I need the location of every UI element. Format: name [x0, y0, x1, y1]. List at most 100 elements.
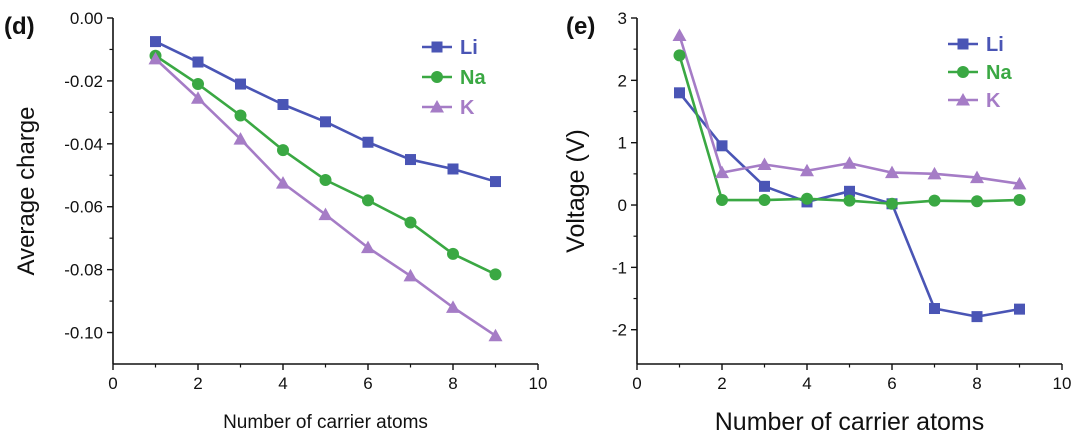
data-point-li — [971, 311, 983, 323]
x-tick-label: 0 — [108, 374, 117, 393]
data-point-k — [970, 170, 984, 184]
data-point-li — [277, 99, 289, 110]
data-point-na — [758, 194, 771, 207]
y-tick-label: -2 — [612, 321, 627, 340]
data-point-li — [929, 303, 940, 315]
data-point-k — [715, 165, 729, 179]
y-tick-label: 0.00 — [70, 9, 103, 28]
legend-marker-li — [957, 38, 969, 50]
panel-label: (d) — [4, 13, 35, 40]
data-point-na — [801, 192, 813, 205]
data-point-na — [716, 194, 728, 207]
data-point-li — [759, 180, 770, 192]
series-line-k — [154, 57, 497, 337]
x-tick-label: 2 — [193, 374, 202, 393]
data-point-li — [674, 87, 685, 99]
y-tick-label: -0.02 — [64, 72, 103, 91]
data-point-k — [1012, 176, 1027, 190]
y-tick-label: -0.04 — [64, 135, 103, 154]
panel-label: (e) — [566, 13, 595, 40]
y-tick-label: 0 — [618, 196, 627, 215]
data-point-k — [148, 51, 163, 65]
y-tick-label: 2 — [618, 71, 627, 90]
data-point-k — [757, 157, 772, 171]
legend-marker-na — [957, 66, 969, 78]
data-point-k — [446, 300, 460, 313]
data-point-k — [800, 163, 814, 177]
x-tick-label: 6 — [887, 374, 896, 393]
data-point-na — [362, 194, 374, 207]
data-point-k — [276, 176, 290, 189]
legend-label-k: K — [460, 97, 475, 119]
legend-marker-li — [431, 41, 443, 53]
x-tick-label: 6 — [363, 374, 372, 393]
series-line-na — [154, 54, 497, 276]
data-point-k — [318, 207, 333, 221]
legend-label-k: K — [986, 90, 1001, 112]
data-point-na — [192, 78, 204, 91]
data-point-na — [673, 49, 686, 62]
data-point-na — [1013, 194, 1026, 207]
legend-label-li: Li — [986, 34, 1004, 56]
data-point-li — [150, 36, 161, 48]
data-point-k — [233, 132, 248, 145]
data-point-na — [971, 195, 983, 208]
y-axis-title: Voltage (V) — [562, 129, 590, 253]
y-tick-label: -1 — [612, 258, 627, 277]
data-point-li — [716, 140, 728, 152]
x-axis-title: Number of carrier atoms — [715, 408, 985, 436]
data-point-li — [490, 176, 501, 188]
chart-panel-d: 0 2 4 6 8 10 0.00 -0.02 -0.04 -0.06 -0.08 -0.10 (d) N… — [4, 9, 547, 433]
legend-label-na: Na — [460, 67, 486, 89]
y-tick-label: -0.06 — [64, 198, 103, 217]
data-point-k — [885, 165, 899, 179]
x-axis-title: Number of carrier atoms — [223, 412, 428, 433]
data-point-na — [928, 194, 941, 207]
data-point-li — [235, 78, 246, 90]
data-point-k — [361, 240, 375, 254]
y-tick-label: 3 — [618, 9, 627, 28]
data-point-li — [192, 56, 204, 68]
data-point-li — [844, 185, 855, 197]
legend-marker-na — [431, 71, 443, 83]
y-axis-title: Average charge — [13, 106, 40, 275]
x-tick-label: 0 — [632, 374, 641, 393]
data-point-na — [886, 197, 898, 210]
data-point-k — [191, 91, 205, 104]
data-point-li — [447, 163, 459, 175]
y-tick-label: 1 — [618, 134, 627, 153]
data-point-li — [362, 136, 374, 148]
data-point-li — [320, 116, 331, 128]
legend-label-li: Li — [460, 37, 478, 59]
data-point-k — [842, 156, 857, 169]
data-point-na — [843, 194, 856, 207]
x-tick-label: 2 — [717, 374, 726, 393]
x-tick-label: 8 — [448, 374, 457, 393]
x-tick-label: 4 — [278, 374, 287, 393]
x-tick-label: 4 — [802, 374, 811, 393]
legend-label-na: Na — [986, 62, 1012, 84]
x-tick-label: 8 — [972, 374, 981, 393]
data-point-li — [1014, 303, 1025, 315]
data-point-na — [404, 216, 417, 229]
y-tick-label: -0.08 — [64, 261, 103, 280]
x-tick-label: 10 — [1053, 374, 1072, 393]
data-point-k — [927, 166, 942, 180]
data-point-k — [403, 268, 418, 282]
data-point-na — [234, 109, 247, 122]
y-tick-label: -0.10 — [64, 324, 103, 343]
x-tick-label: 10 — [529, 374, 548, 393]
series-line-na — [678, 55, 1020, 206]
data-point-na — [447, 247, 459, 260]
data-point-k — [488, 328, 503, 342]
data-point-na — [277, 144, 289, 157]
legend-marker-k — [430, 100, 444, 113]
legend-marker-k — [956, 93, 970, 106]
data-point-k — [672, 28, 687, 41]
data-point-na — [489, 268, 502, 281]
data-point-na — [319, 173, 332, 186]
data-point-li — [405, 154, 416, 166]
series-line-li — [154, 40, 496, 183]
